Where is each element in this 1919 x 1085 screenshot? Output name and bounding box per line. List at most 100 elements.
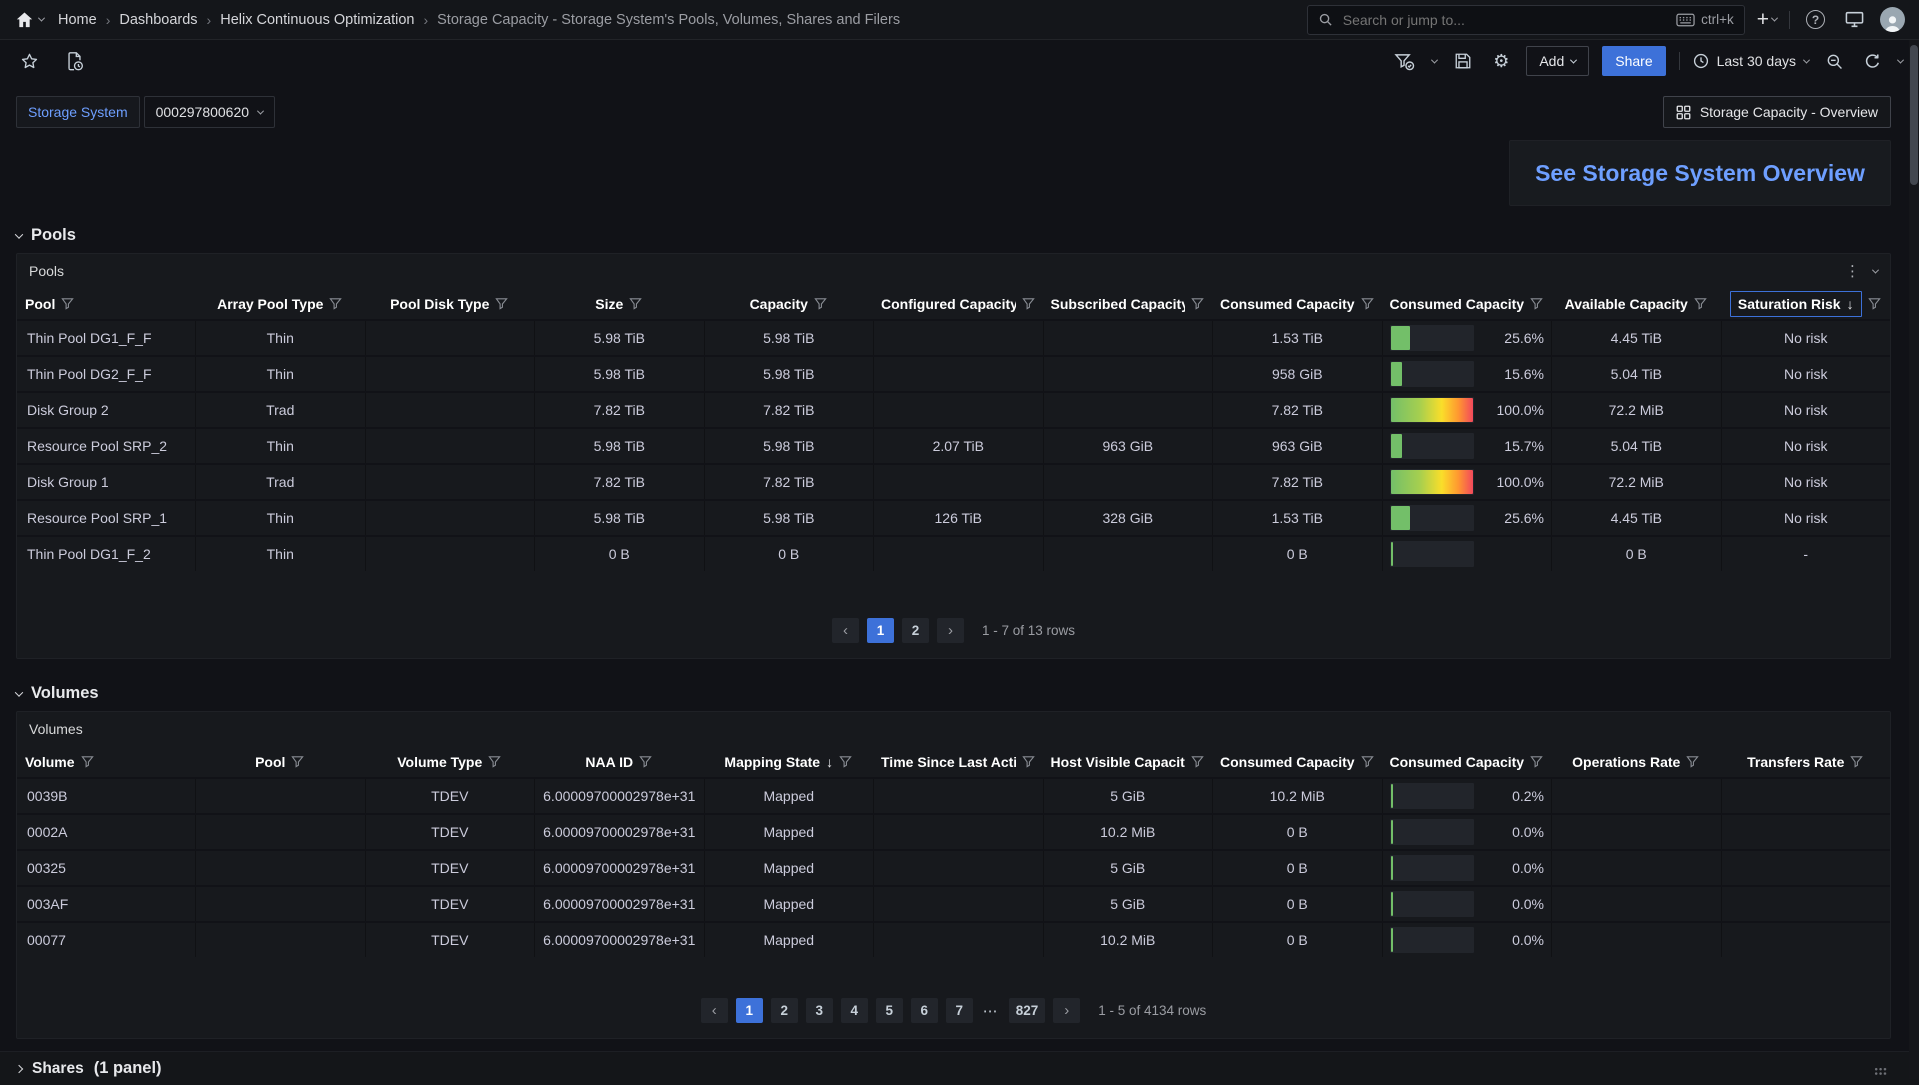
search-input[interactable]: ctrl+k (1306, 4, 1745, 35)
column-header-pool-disk-type[interactable]: Pool Disk Type (365, 288, 535, 319)
column-header-volume-type[interactable]: Volume Type (365, 746, 535, 777)
filter-icon[interactable] (61, 297, 75, 310)
page-scrollbar[interactable] (1909, 40, 1919, 1079)
page-button-5[interactable]: 5 (875, 998, 903, 1023)
filter-icon[interactable] (1021, 297, 1035, 310)
table-cell (873, 779, 1043, 813)
help-button[interactable]: ? (1802, 6, 1829, 33)
new-menu-button[interactable]: + (1757, 9, 1779, 30)
home-button[interactable] (14, 10, 46, 30)
prev-page-button[interactable]: ‹ (831, 618, 859, 643)
filter-icon[interactable] (329, 297, 343, 310)
column-header-size[interactable]: Size (534, 288, 704, 319)
column-header-mapping-state[interactable]: Mapping State ↓ (704, 746, 874, 777)
overview-dashboard-button[interactable]: Storage Capacity - Overview (1662, 96, 1891, 128)
filter-icon[interactable] (1867, 297, 1881, 310)
resize-handle-icon[interactable] (1874, 1067, 1887, 1076)
breadcrumb-item[interactable]: Dashboards (119, 11, 198, 28)
column-header-consumed-capacity[interactable]: Consumed Capacity (1212, 746, 1382, 777)
column-header-pool[interactable]: Pool (17, 288, 195, 319)
filter-icon[interactable] (1850, 755, 1864, 768)
filter-icon[interactable] (291, 755, 305, 768)
column-header-naa-id[interactable]: NAA ID (534, 746, 704, 777)
breadcrumb-item[interactable]: Helix Continuous Optimization (220, 11, 415, 28)
filter-toggle-button[interactable] (1390, 48, 1419, 75)
next-page-button[interactable]: › (936, 618, 964, 643)
filter-icon[interactable] (1694, 297, 1707, 310)
zoom-out-button[interactable] (1822, 49, 1847, 74)
filter-icon[interactable] (629, 297, 643, 310)
filter-icon[interactable] (1191, 755, 1204, 768)
page-button-4[interactable]: 4 (840, 998, 868, 1023)
save-dashboard-button[interactable] (1450, 48, 1476, 74)
chevron-down-icon[interactable] (1431, 56, 1439, 64)
page-button-6[interactable]: 6 (910, 998, 938, 1023)
prev-page-button[interactable]: ‹ (700, 998, 728, 1023)
page-button-3[interactable]: 3 (805, 998, 833, 1023)
column-header-capacity[interactable]: Capacity (704, 288, 874, 319)
search-shortcut: ctrl+k (1676, 12, 1734, 27)
share-button[interactable]: Share (1602, 46, 1666, 76)
chevron-down-icon[interactable] (1871, 266, 1880, 274)
variable-value-dropdown[interactable]: 000297800620 (143, 96, 276, 128)
filter-icon[interactable] (814, 297, 827, 310)
column-header-array-pool-type[interactable]: Array Pool Type (195, 288, 365, 319)
filter-icon[interactable] (1530, 755, 1543, 768)
column-header-transfers-rate[interactable]: Transfers Rate (1721, 746, 1891, 777)
see-storage-system-overview-link[interactable]: See Storage System Overview (1535, 159, 1865, 186)
volumes-panel: Volumes Volume Pool Volume Type NAA ID Mappi… (16, 711, 1891, 1039)
filter-icon[interactable] (1191, 297, 1204, 310)
next-page-button[interactable]: › (1053, 998, 1081, 1023)
filter-icon[interactable] (80, 755, 94, 768)
column-header-host-visible-capacity[interactable]: Host Visible Capacity (1043, 746, 1213, 777)
column-header-volume[interactable]: Volume (17, 746, 195, 777)
column-header-consumed-capacity[interactable]: Consumed Capacity (1382, 288, 1552, 319)
variable-label-storage-system[interactable]: Storage System (16, 96, 140, 128)
column-header-operations-rate[interactable]: Operations Rate (1551, 746, 1721, 777)
panel-menu-icon[interactable]: ⋮ (1845, 263, 1861, 280)
column-header-consumed-capacity[interactable]: Consumed Capacity (1382, 746, 1552, 777)
table-cell (873, 887, 1043, 921)
column-header-available-capacity[interactable]: Available Capacity (1551, 288, 1721, 319)
filter-icon[interactable] (839, 755, 852, 768)
column-header-time-since-last-activity[interactable]: Time Since Last Activity (873, 746, 1043, 777)
filter-icon[interactable] (1360, 755, 1374, 768)
time-range-picker[interactable]: Last 30 days (1693, 53, 1811, 69)
filter-icon[interactable] (1530, 297, 1543, 310)
section-pools[interactable]: Pools (14, 226, 1891, 245)
section-shares[interactable]: Shares (1 panel) (0, 1051, 1919, 1085)
favorite-button[interactable] (16, 48, 43, 75)
dashboard-toolbar: ⚙ Add Share Last 30 days (0, 40, 1919, 82)
table-cell: Thin (195, 537, 365, 571)
breadcrumb-item[interactable]: Home (58, 11, 97, 28)
column-header-pool[interactable]: Pool (195, 746, 365, 777)
section-volumes[interactable]: Volumes (14, 684, 1891, 703)
column-header-configured-capacity[interactable]: Configured Capacity (873, 288, 1043, 319)
page-button-7[interactable]: 7 (945, 998, 973, 1023)
search-field[interactable] (1340, 10, 1669, 29)
filter-icon[interactable] (1686, 755, 1700, 768)
add-button[interactable]: Add (1526, 46, 1590, 76)
page-button-1[interactable]: 1 (866, 618, 894, 643)
page-button-2[interactable]: 2 (770, 998, 798, 1023)
filter-icon[interactable] (495, 297, 509, 310)
refresh-button[interactable] (1860, 49, 1885, 74)
page-button-2[interactable]: 2 (901, 618, 929, 643)
column-header-saturation-risk[interactable]: Saturation Risk ↓ (1721, 288, 1891, 319)
page-button-827[interactable]: 827 (1008, 998, 1046, 1023)
filter-icon[interactable] (1021, 755, 1035, 768)
scrollbar-thumb[interactable] (1910, 45, 1918, 185)
settings-button[interactable]: ⚙ (1489, 48, 1513, 74)
filter-icon[interactable] (1360, 297, 1374, 310)
page-button-1[interactable]: 1 (735, 998, 763, 1023)
gauge-fill (1390, 470, 1473, 494)
avatar[interactable] (1880, 7, 1905, 32)
refresh-interval-dropdown[interactable] (1896, 56, 1905, 64)
column-header-subscribed-capacity[interactable]: Subscribed Capacity (1043, 288, 1213, 319)
filter-icon[interactable] (488, 755, 502, 768)
filter-icon[interactable] (639, 755, 652, 768)
column-header-consumed-capacity[interactable]: Consumed Capacity (1212, 288, 1382, 319)
news-button[interactable] (1841, 7, 1868, 32)
snapshot-button[interactable] (61, 47, 88, 75)
